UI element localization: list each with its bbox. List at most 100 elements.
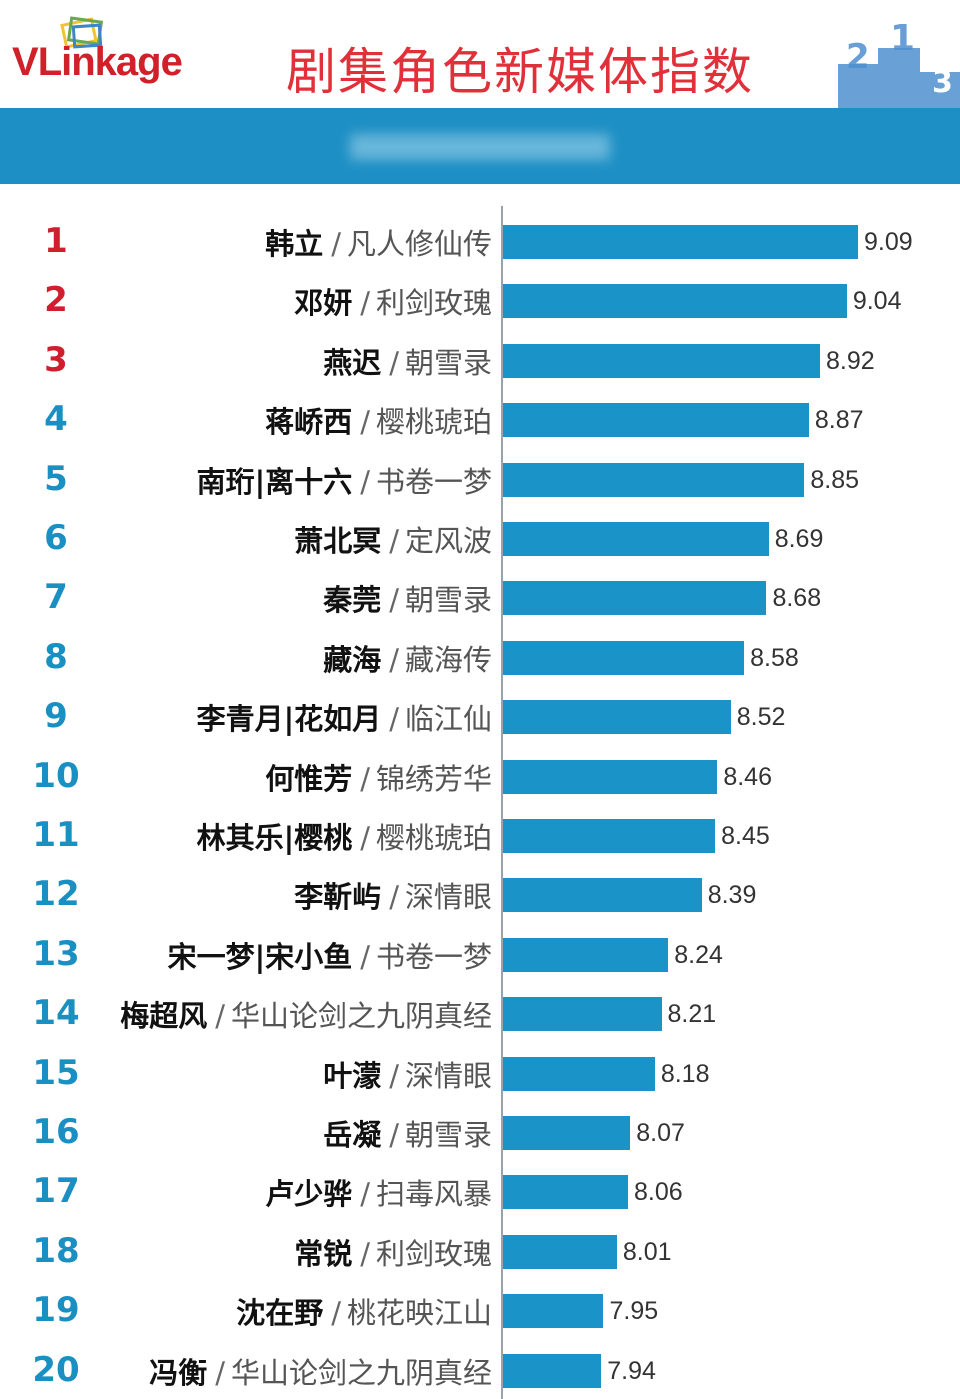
chart-row: 2 邓妍 / 利剑玫瑰 9.04 (0, 270, 960, 329)
row-label: 冯衡 / 华山论剑之九阴真经 (149, 1350, 492, 1392)
character-name: 梅超风 (120, 999, 208, 1034)
character-name: 燕迟 (323, 345, 382, 380)
label-separator: / (360, 464, 370, 499)
chart-row: 16 岳凝 / 朝雪录 8.07 (0, 1102, 960, 1161)
row-label: 沈在野 / 桃花映江山 (236, 1290, 492, 1332)
bar (503, 1175, 629, 1210)
drama-title: 凡人修仙传 (346, 227, 492, 261)
label-separator: / (360, 1177, 370, 1212)
bar (503, 462, 805, 497)
bar (503, 581, 767, 616)
label-separator: / (389, 702, 399, 737)
bar-value-label: 9.09 (864, 228, 913, 256)
rank-number: 8 (44, 636, 68, 677)
chart-row: 1 韩立 / 凡人修仙传 9.09 (0, 211, 960, 270)
row-label: 萧北冥 / 定风波 (294, 518, 492, 560)
bar (503, 1056, 655, 1091)
bar (503, 1234, 617, 1269)
row-label: 岳凝 / 朝雪录 (323, 1112, 492, 1154)
label-separator: / (360, 821, 370, 855)
row-label: 卢少骅 / 扫毒风暴 (265, 1171, 492, 1213)
row-label: 李青月|花如月 / 临江仙 (197, 696, 492, 738)
chart-row: 5 南珩|离十六 / 书卷一梦 8.85 (0, 449, 960, 508)
drama-title: 定风波 (404, 524, 492, 558)
rank-number: 7 (44, 577, 68, 618)
label-separator: / (389, 345, 399, 380)
drama-title: 深情眼 (404, 880, 492, 915)
chart-row: 9 李青月|花如月 / 临江仙 8.52 (0, 686, 960, 745)
logo: VLinkage (12, 40, 183, 85)
chart-row: 17 卢少骅 / 扫毒风暴 8.06 (0, 1161, 960, 1220)
bar (503, 819, 716, 853)
bar-value-label: 8.85 (810, 465, 860, 494)
drama-title: 华山论剑之九阴真经 (230, 999, 492, 1034)
rank-number: 15 (32, 1052, 80, 1093)
row-label: 南珩|离十六 / 书卷一梦 (197, 459, 492, 501)
rank-number: 14 (32, 993, 80, 1034)
character-name: 林其乐|樱桃 (196, 821, 353, 855)
character-name: 宋一梦|宋小鱼 (167, 939, 353, 974)
character-name: 藏海 (323, 642, 382, 677)
bar (503, 225, 858, 259)
chart-row: 13 宋一梦|宋小鱼 / 书卷一梦 8.24 (0, 924, 960, 983)
bar-value-label: 7.94 (607, 1356, 656, 1385)
bar-value-label: 9.04 (852, 287, 902, 316)
character-name: 南珩|离十六 (196, 464, 353, 499)
bar-value-label: 8.58 (750, 643, 799, 672)
character-name: 何惟芳 (265, 761, 353, 796)
label-separator: / (215, 1355, 225, 1390)
bar (503, 640, 745, 675)
character-name: 冯衡 (149, 1355, 208, 1390)
chart-row: 20 冯衡 / 华山论剑之九阴真经 7.94 (0, 1340, 960, 1399)
row-label: 何惟芳 / 锦绣芳华 (265, 756, 492, 798)
label-separator: / (360, 761, 370, 796)
label-separator: / (360, 1236, 370, 1271)
podium-icon: 2 1 3 (838, 18, 960, 108)
drama-title: 华山论剑之九阴真经 (230, 1355, 492, 1390)
chart-row: 18 常锐 / 利剑玫瑰 8.01 (0, 1221, 960, 1280)
label-separator: / (389, 524, 399, 558)
row-label: 叶濛 / 深情眼 (323, 1053, 492, 1095)
rank-number: 20 (32, 1349, 80, 1390)
bar-value-label: 8.07 (636, 1119, 685, 1147)
bar (503, 284, 847, 319)
character-name: 卢少骅 (265, 1177, 353, 1212)
bar (503, 1294, 604, 1329)
bar-value-label: 8.68 (772, 584, 822, 613)
label-separator: / (360, 405, 370, 440)
drama-title: 锦绣芳华 (375, 761, 492, 796)
page-title: 剧集角色新媒体指数 (286, 43, 754, 101)
row-label: 梅超风 / 华山论剑之九阴真经 (120, 993, 492, 1035)
band-subtitle-blurred (350, 134, 610, 160)
rank-number: 19 (32, 1290, 80, 1331)
bar-value-label: 8.69 (774, 525, 824, 553)
header: VLinkage 剧集角色新媒体指数 2 1 3 (0, 0, 960, 108)
label-separator: / (331, 1296, 341, 1331)
row-label: 韩立 / 凡人修仙传 (265, 221, 492, 263)
drama-title: 樱桃琥珀 (375, 821, 492, 855)
bar-value-label: 8.39 (707, 881, 757, 910)
chart-row: 14 梅超风 / 华山论剑之九阴真经 8.21 (0, 983, 960, 1042)
drama-title: 扫毒风暴 (375, 1177, 492, 1212)
rank-number: 11 (32, 815, 80, 855)
bar (503, 1353, 602, 1388)
label-separator: / (389, 1118, 399, 1152)
label-separator: / (360, 286, 370, 321)
bar (503, 403, 809, 438)
chart-row: 8 藏海 / 藏海传 8.58 (0, 627, 960, 686)
chart-row: 12 李靳屿 / 深情眼 8.39 (0, 864, 960, 923)
podium-digit-3: 3 (932, 65, 953, 100)
bar (503, 759, 718, 794)
character-name: 叶濛 (323, 1058, 382, 1093)
label-separator: / (389, 642, 399, 677)
drama-title: 临江仙 (404, 702, 492, 737)
bar-value-label: 8.52 (736, 703, 786, 732)
row-label: 秦莞 / 朝雪录 (323, 577, 492, 619)
logo-v: V (12, 40, 39, 84)
drama-title: 朝雪录 (404, 583, 492, 618)
character-name: 常锐 (294, 1236, 353, 1271)
chart-row: 10 何惟芳 / 锦绣芳华 8.46 (0, 746, 960, 805)
character-name: 沈在野 (236, 1296, 324, 1331)
logo-mark-icon (60, 16, 104, 49)
rank-number: 2 (44, 280, 68, 321)
